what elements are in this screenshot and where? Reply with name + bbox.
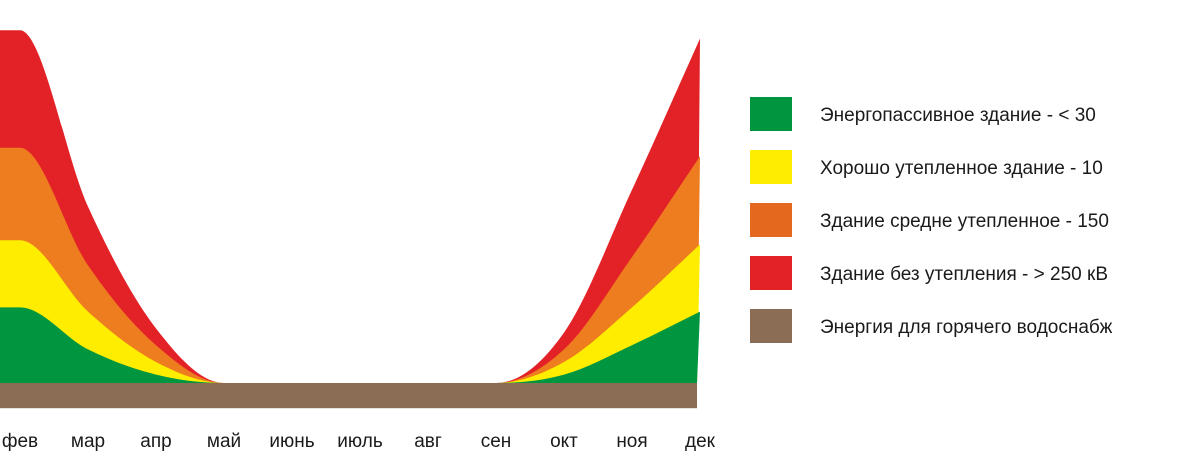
x-tick-label: мар	[71, 431, 105, 452]
legend-swatch	[750, 256, 792, 290]
legend-swatch	[750, 97, 792, 131]
legend-swatch	[750, 203, 792, 237]
hot-water-baseline-band	[0, 383, 697, 409]
legend-label: Энергия для горячего водоснабж	[820, 317, 1113, 338]
x-tick-label: сен	[481, 431, 512, 452]
x-tick-label: фев	[2, 431, 38, 452]
x-tick-label: июнь	[269, 431, 314, 452]
x-tick-label: авг	[414, 431, 442, 452]
x-tick-label: ноя	[616, 431, 647, 452]
x-tick-label: окт	[550, 431, 578, 452]
x-tick-label: май	[207, 431, 241, 452]
legend-label: Энергопассивное здание - < 30	[820, 105, 1096, 126]
legend-label: Здание средне утепленное - 150	[820, 211, 1109, 232]
legend: Энергопассивное здание - < 30 Хорошо утеп…	[750, 97, 1113, 343]
area-энергопассивное	[0, 307, 700, 383]
legend-swatch	[750, 150, 792, 184]
legend-label: Здание без утепления - > 250 кВ	[820, 264, 1108, 285]
legend-swatch	[750, 309, 792, 343]
chart-areas	[0, 30, 700, 383]
x-axis-tick-labels: фев мар апр май июнь июль авг сен окт ноя дек	[2, 431, 716, 452]
legend-label: Хорошо утепленное здание - 10	[820, 158, 1103, 179]
x-tick-label: апр	[140, 431, 171, 452]
x-tick-label: июль	[337, 431, 383, 452]
x-tick-label: дек	[685, 431, 716, 452]
